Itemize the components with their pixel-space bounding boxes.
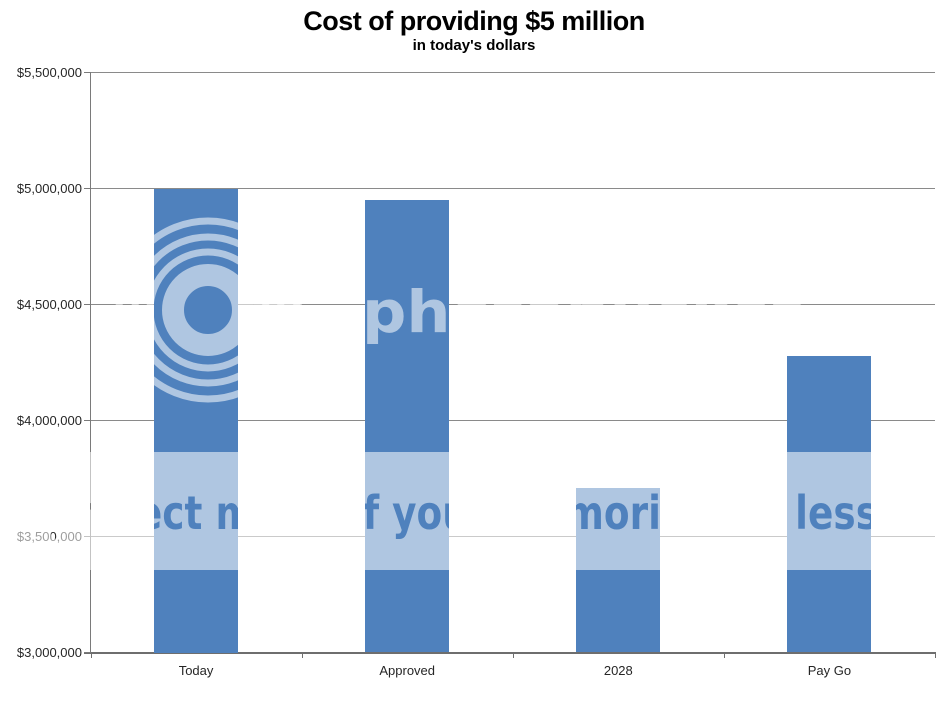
x-axis-tick [512, 652, 514, 658]
y-axis-label: $3,500,000 [16, 528, 82, 544]
y-axis-label: $3,000,000 [16, 644, 82, 660]
y-axis-tick [84, 420, 91, 421]
chart-subtitle: in today's dollars [412, 37, 536, 54]
y-axis-label: $5,500,000 [16, 64, 82, 80]
y-axis-tick [84, 72, 91, 73]
y-axis-line [90, 72, 91, 653]
y-axis-tick [84, 536, 91, 537]
x-axis-tick [935, 652, 936, 658]
bar-today [154, 188, 239, 653]
x-axis-label: 2028 [603, 663, 633, 678]
x-axis-tick [90, 652, 92, 658]
x-axis-label: Approved [379, 663, 436, 678]
y-axis-label: $4,500,000 [16, 296, 82, 312]
x-axis-line [84, 652, 936, 654]
y-axis-tick [84, 188, 91, 189]
chart-title: Cost of providing $5 million [303, 6, 645, 36]
bar-2028 [576, 487, 661, 653]
x-axis-label: Pay Go [807, 663, 852, 678]
x-axis-tick [301, 652, 303, 658]
gridline [90, 304, 935, 305]
bar-pay-go [787, 355, 872, 653]
bar-approved [365, 200, 450, 653]
y-axis-label: $5,000,000 [16, 180, 82, 196]
gridline [90, 188, 935, 189]
y-axis-tick [84, 652, 91, 653]
gridline [90, 420, 935, 421]
x-axis-tick [723, 652, 725, 658]
y-axis-label: $4,000,000 [16, 412, 82, 428]
gridline [90, 72, 935, 73]
x-axis-label: Today [178, 663, 214, 678]
y-axis-tick [84, 304, 91, 305]
